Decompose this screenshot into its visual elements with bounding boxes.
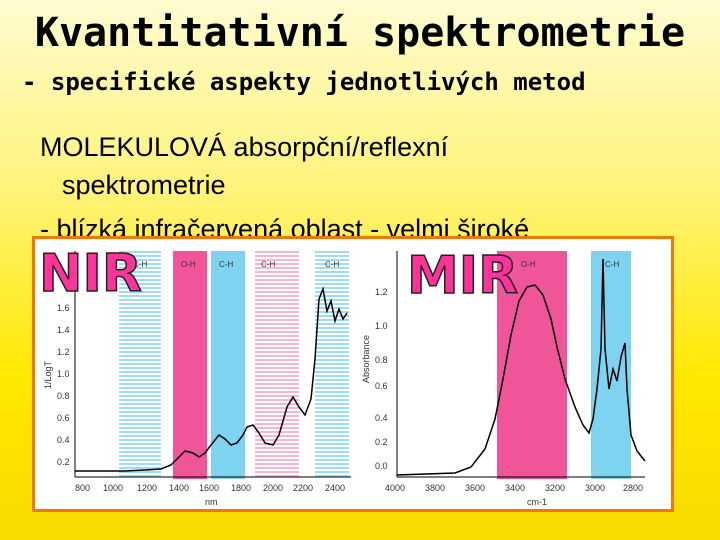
mir-panel: O-H C-H 1.2 1.0 0.8 0.6 0.4 0.2 0.0 Abso…	[361, 245, 646, 507]
nir-spectrum-line	[75, 286, 348, 472]
nir-band-label-2: O-H	[181, 260, 196, 269]
mir-xtick-6: 3000	[585, 483, 605, 493]
mir-xtick-5: 3200	[545, 483, 565, 493]
nir-band-oh	[173, 251, 207, 479]
spectra-figure: C-H O-H C-H C-H C-H 1.6 1.4 1.2 1.0 0.8 …	[32, 236, 674, 512]
mir-ytick-4: 0.6	[375, 381, 388, 391]
nir-xtick-2: 1000	[103, 483, 123, 493]
mir-ytick-3: 0.8	[375, 355, 388, 365]
nir-ylabel: 1/LogT	[43, 360, 53, 389]
mir-band-label-1: O-H	[521, 260, 536, 269]
nir-band-label-3: C-H	[219, 260, 233, 269]
mir-logo: MIR	[406, 245, 519, 307]
slide-title: Kvantitativní spektrometrie	[34, 10, 686, 56]
nir-xtick-5: 1600	[199, 483, 219, 493]
mir-xtick-7: 2800	[623, 483, 643, 493]
mir-xtick-3: 3600	[465, 483, 485, 493]
nir-xtick-8: 2200	[293, 483, 313, 493]
nir-ytick-2: 1.4	[57, 325, 70, 335]
nir-xtick-7: 2000	[263, 483, 283, 493]
nir-band-ch-4	[315, 251, 349, 479]
mir-spectrum-line	[396, 258, 646, 476]
nir-xtick-6: 1800	[231, 483, 251, 493]
nir-ytick-6: 0.6	[57, 413, 70, 423]
body-line-1: MOLEKULOVÁ absorpční/reflexní	[40, 132, 449, 162]
nir-ytick-3: 1.2	[57, 347, 70, 357]
nir-logo: NIR	[38, 243, 142, 305]
nir-xtick-1: 800	[75, 483, 90, 493]
mir-ytick-6: 0.2	[375, 437, 388, 447]
mir-xtick-1: 4000	[385, 483, 405, 493]
nir-band-ch-2	[211, 251, 245, 479]
mir-ytick-5: 0.4	[375, 413, 388, 423]
nir-ytick-8: 0.2	[57, 457, 70, 467]
nir-logo-text: NIR	[39, 244, 142, 304]
slide-subtitle: - specifické aspekty jednotlivých metod	[22, 68, 586, 96]
mir-band-ch	[591, 251, 631, 479]
nir-xtick-4: 1400	[169, 483, 189, 493]
nir-band-label-1: C-H	[133, 260, 147, 269]
nir-xtick-3: 1200	[137, 483, 157, 493]
nir-ytick-5: 0.8	[57, 391, 70, 401]
mir-xtick-2: 3800	[425, 483, 445, 493]
nir-band-label-4: C-H	[261, 260, 275, 269]
nir-panel: C-H O-H C-H C-H C-H 1.6 1.4 1.2 1.0 0.8 …	[38, 243, 351, 507]
mir-ytick-2: 1.0	[375, 321, 388, 331]
mir-band-oh	[497, 251, 567, 479]
nir-xtick-9: 2400	[325, 483, 345, 493]
mir-xtick-4: 3400	[505, 483, 525, 493]
nir-xlabel: nm	[205, 497, 218, 507]
body-line-2: spektrometrie	[62, 170, 226, 200]
mir-ytick-7: 0.0	[375, 461, 388, 471]
nir-band-ch-3	[255, 251, 299, 479]
nir-ytick-4: 1.0	[57, 369, 70, 379]
mir-xlabel: cm-1	[527, 497, 547, 507]
nir-ytick-7: 0.4	[57, 435, 70, 445]
nir-band-ch-1	[119, 251, 161, 479]
spectra-svg: C-H O-H C-H C-H C-H 1.6 1.4 1.2 1.0 0.8 …	[38, 243, 646, 507]
mir-band-label-2: C-H	[605, 260, 619, 269]
mir-ylabel: Absorbance	[361, 335, 371, 383]
nir-ytick-1: 1.6	[57, 303, 70, 313]
mir-ytick-1: 1.2	[375, 287, 388, 297]
nir-band-label-5: C-H	[325, 260, 339, 269]
mir-logo-text: MIR	[407, 246, 518, 306]
